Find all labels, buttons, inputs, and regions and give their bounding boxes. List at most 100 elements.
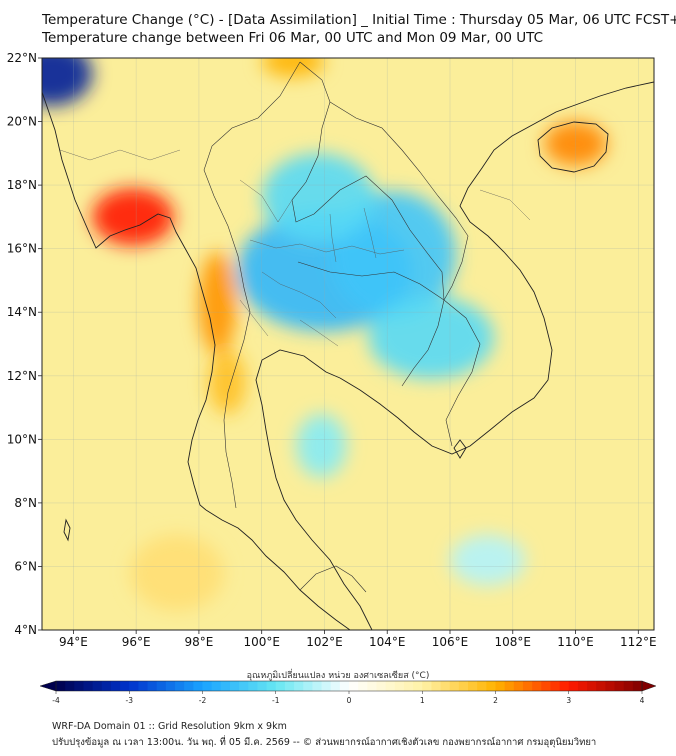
colorbar-segment xyxy=(449,681,460,691)
coastlines xyxy=(42,81,654,630)
colorbar-segment xyxy=(614,681,625,691)
footer-update-info: ปรับปรุงข้อมูล ณ เวลา 13:00น. วัน พฤ. ที… xyxy=(52,737,597,748)
colorbar-segment xyxy=(477,681,487,691)
colorbar-segment xyxy=(193,681,204,691)
colorbar-segment xyxy=(495,681,506,691)
lon-tick-label: 110°E xyxy=(557,635,594,649)
longitude-labels: 94°E 96°E 98°E 100°E 102°E 104°E 106°E 108°E 110… xyxy=(59,630,657,649)
colorbar-segment xyxy=(394,681,405,691)
lat-tick-label: 16°N xyxy=(7,242,37,256)
coastline-myanmar-west xyxy=(42,91,216,511)
chart-title: Temperature Change (°C) - [Data Assimila… xyxy=(42,12,676,28)
footer-model-info: WRF-DA Domain 01 :: Grid Resolution 9km … xyxy=(52,721,287,732)
lon-tick-label: 108°E xyxy=(495,635,532,649)
anomaly-cool-cambodia xyxy=(368,296,494,379)
colorbar-segment xyxy=(632,681,643,691)
lat-tick-label: 20°N xyxy=(7,115,37,129)
colorbar-segment xyxy=(202,681,213,691)
colorbar-title: อุณหภูมิเปลี่ยนแปลง หน่วย องศาเซลเซียส (… xyxy=(246,671,430,681)
colorbar-segment xyxy=(504,681,515,691)
anomaly-warm-tenasserim xyxy=(198,251,237,354)
colorbar-segment xyxy=(568,681,579,691)
colorbar-ticks: -4 -3 -2 -1 0 1 2 3 4 xyxy=(52,691,645,705)
colorbar-segment xyxy=(211,681,222,691)
chart-subtitle: Temperature change between Fri 06 Mar, 0… xyxy=(42,30,544,46)
colorbar-segment xyxy=(541,681,552,691)
province-line xyxy=(59,149,181,161)
latitude-labels: 22°N 20°N 18°N 16°N 14°N 12°N 10°N 8°N 6°N 4°N xyxy=(7,51,42,637)
lon-tick-label: 102°E xyxy=(306,635,343,649)
colorbar-segment xyxy=(522,681,533,691)
lon-tick-label: 100°E xyxy=(243,635,280,649)
colorbar-segment xyxy=(138,681,149,691)
colorbar-segment xyxy=(339,681,350,691)
colorbar-tick-label: 2 xyxy=(493,696,498,705)
lat-tick-label: 18°N xyxy=(7,178,37,192)
coastline-thai-peninsula xyxy=(205,509,351,630)
lat-tick-label: 4°N xyxy=(14,623,37,637)
colorbar-segment xyxy=(220,681,231,691)
colorbar-segment xyxy=(431,681,442,691)
anomaly-warm-myanmar-south xyxy=(208,350,246,414)
colorbar-segment xyxy=(239,681,249,691)
colorbar-segment xyxy=(101,681,112,691)
lon-tick-label: 98°E xyxy=(184,635,213,649)
colorbar-segment xyxy=(605,681,616,691)
coastline-phu-quoc xyxy=(453,439,467,459)
border-myanmar-thailand xyxy=(203,61,301,509)
colorbar-segment xyxy=(65,681,75,691)
coastline-hainan xyxy=(537,121,609,173)
colorbar-segment xyxy=(559,681,570,691)
anomaly-warm-andaman-south xyxy=(129,534,225,611)
colorbar-segment xyxy=(587,681,597,691)
colorbar-tick-label: 1 xyxy=(420,696,425,705)
colorbar-tick-label: -4 xyxy=(52,696,60,705)
province-line xyxy=(479,189,531,221)
lat-tick-label: 8°N xyxy=(14,496,37,510)
colorbar-tick-label: -3 xyxy=(126,696,134,705)
province-line xyxy=(261,271,337,319)
colorbar-segment xyxy=(376,681,387,691)
coastline-peninsula-east xyxy=(255,349,373,630)
anomaly-cool-nw-corner xyxy=(42,58,93,106)
country-borders xyxy=(203,61,481,593)
colorbar-segment xyxy=(403,681,414,691)
lon-tick-label: 94°E xyxy=(59,635,88,649)
colorbar-segment xyxy=(321,681,332,691)
colorbar-segment xyxy=(367,681,378,691)
lat-tick-label: 22°N xyxy=(7,51,37,65)
colorbar-segment xyxy=(294,681,304,691)
colorbar-tick-label: 3 xyxy=(566,696,571,705)
border-cambodia-vietnam xyxy=(443,299,481,447)
coastline-andaman xyxy=(63,518,71,542)
colorbar-segment xyxy=(156,681,167,691)
colorbar-segment xyxy=(513,681,524,691)
colorbar-segment xyxy=(248,681,259,691)
province-line xyxy=(363,207,377,259)
colorbar-max-arrow xyxy=(641,680,657,692)
colorbar-segment xyxy=(92,681,103,691)
colorbar-segment xyxy=(165,681,176,691)
colorbar-segment xyxy=(284,681,295,691)
border-thailand-malaysia xyxy=(299,565,367,593)
province-boundaries xyxy=(59,149,531,347)
province-line xyxy=(239,179,293,223)
colorbar-min-arrow xyxy=(39,680,57,692)
anomaly-cool-south-china-sea xyxy=(450,534,526,586)
colorbar-segment xyxy=(110,681,121,691)
anomaly-warm-hainan xyxy=(544,121,607,167)
colorbar-tick-label: 0 xyxy=(347,696,352,705)
colorbar-tick-label: 4 xyxy=(640,696,645,705)
colorbar-segment xyxy=(385,681,396,691)
lat-tick-label: 14°N xyxy=(7,305,37,319)
graticule xyxy=(42,58,654,630)
colorbar-segment xyxy=(440,681,451,691)
colorbar-segment xyxy=(229,681,240,691)
colorbar-segment xyxy=(532,681,542,691)
colorbar-segment xyxy=(266,681,277,691)
colorbar-segment xyxy=(184,681,194,691)
colorbar-segment xyxy=(74,681,85,691)
colorbar-segment xyxy=(413,681,423,691)
lon-tick-label: 96°E xyxy=(122,635,151,649)
